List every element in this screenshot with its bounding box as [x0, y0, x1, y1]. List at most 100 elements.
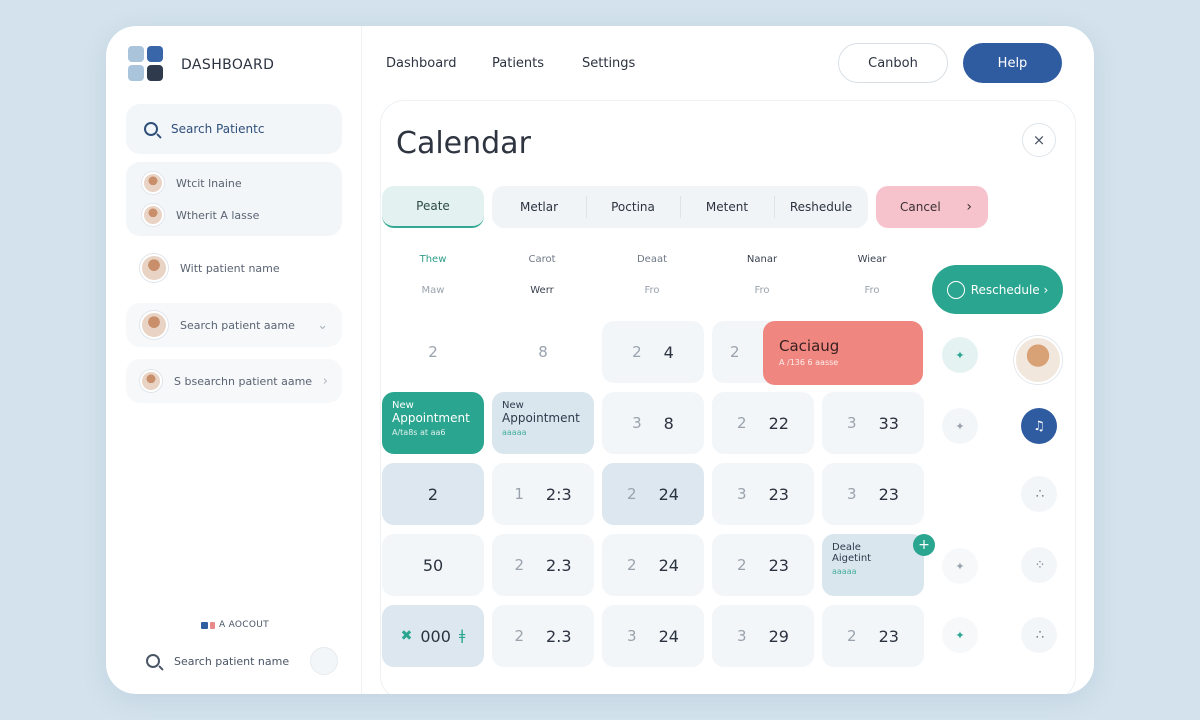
calendar-cell[interactable]: 50 [382, 534, 484, 596]
calendar-cell[interactable]: 3 33 [822, 392, 924, 454]
calendar-cell[interactable]: 3 29 [712, 605, 814, 667]
sidebar-item-label: Witt patient name [180, 261, 280, 275]
sparkle-icon[interactable]: ✦ [942, 617, 978, 653]
app-logo-icon [128, 46, 164, 82]
cell-sub: 2 [627, 556, 637, 574]
tab-metent[interactable]: Metent [680, 196, 774, 218]
cancel-tab-button[interactable]: Cancel › [876, 186, 988, 228]
sidebar-item-label: S bsearchn patient aame [174, 374, 313, 388]
column-header: Thew [419, 254, 447, 265]
cell-value: 4 [663, 342, 674, 362]
sidebar-item[interactable]: S bsearchn patient aame › [126, 359, 342, 403]
calendar-cell[interactable]: 3 23 [712, 463, 814, 525]
secondary-button[interactable]: Canboh [838, 43, 948, 83]
tab-metlar[interactable]: Metlar [519, 200, 559, 214]
sidebar-item[interactable]: Wtcit lnaine [142, 172, 242, 194]
avatar[interactable] [1014, 336, 1062, 384]
cell-value: 24 [658, 484, 679, 504]
sidebar: DASHBOARD Search Patientc Wtcit lnaine W… [106, 26, 362, 694]
appointment-line2: Appointment [392, 411, 470, 425]
appointment-sub: A/ta8s at aa6 [392, 428, 446, 437]
calendar-cell[interactable]: 2 2.3 [492, 605, 594, 667]
calendar-cell[interactable]: 2 [382, 463, 484, 525]
calendar-cell[interactable]: 1 2:3 [492, 463, 594, 525]
calendar-cell[interactable]: 3 23 [822, 463, 924, 525]
calendar-cell[interactable]: 3 8 [602, 392, 704, 454]
calendar-cell[interactable]: 8 [492, 321, 594, 383]
appointment-card[interactable]: New Appointment aaaaa [492, 392, 594, 454]
leaf-icon: ǂ [458, 628, 466, 644]
brand-title: DASHBOARD [181, 57, 275, 73]
tab-reshedule[interactable]: Reshedule [774, 196, 868, 218]
close-button[interactable]: × [1022, 123, 1056, 157]
appointment-card[interactable]: Deale Aigetint aaaaa [822, 534, 924, 596]
cell-sub: 3 [737, 485, 747, 503]
cell-sub: 3 [737, 627, 747, 645]
chevron-right-icon: ⌄ [317, 317, 328, 333]
nav-dashboard[interactable]: Dashboard [386, 56, 457, 71]
add-appointment-button[interactable]: + [913, 534, 935, 556]
tab-poctina[interactable]: Poctina [586, 196, 680, 218]
bell-icon[interactable]: ♫ [1021, 408, 1057, 444]
cell-sub: 2 [514, 627, 525, 645]
calendar-cell[interactable]: 2 23 [712, 534, 814, 596]
bottom-search[interactable]: Search patient name [136, 646, 338, 676]
calendar-cell[interactable]: 2 [382, 321, 484, 383]
column-header: Deaat [636, 254, 668, 265]
more-icon[interactable]: ∴ [1021, 617, 1057, 653]
calendar-cell[interactable]: 2 4 [602, 321, 704, 383]
cell-value: 2 [427, 484, 439, 504]
reschedule-button[interactable]: Reschedule › [932, 265, 1063, 314]
cell-value: 2.3 [546, 626, 572, 646]
calendar-cell[interactable]: 2 24 [602, 463, 704, 525]
column-subheader: Fro [864, 285, 880, 296]
cell-value: 2.3 [546, 555, 572, 575]
calendar-cell[interactable]: 3 24 [602, 605, 704, 667]
cancel-label: Cancel [900, 200, 941, 214]
calendar-cell[interactable]: 2 22 [712, 392, 814, 454]
sidebar-item[interactable]: Search patient aame ⌄ [126, 303, 342, 347]
cell-value: 23 [878, 484, 899, 504]
sidebar-item-label: Search patient aame [180, 318, 295, 332]
column-subheader: Fro [644, 285, 660, 296]
cell-value: 24 [658, 626, 679, 646]
toggle-button[interactable] [310, 647, 338, 675]
tab-peate[interactable]: Peate [382, 186, 484, 228]
calendar-cell[interactable]: 2 24 [602, 534, 704, 596]
cell-value: 23 [768, 555, 789, 575]
nav-patients[interactable]: Patients [492, 56, 545, 71]
cell-value: 8 [538, 343, 548, 361]
sidebar-item[interactable]: Witt patient name [126, 246, 342, 290]
calendar-cell[interactable]: 2 23 [822, 605, 924, 667]
cell-sub: 2 [737, 556, 747, 574]
calendar-cell[interactable]: 2 2.3 [492, 534, 594, 596]
sparkle-icon[interactable]: ✦ [942, 408, 978, 444]
sidebar-item[interactable]: Wtherit A lasse [142, 204, 259, 226]
sparkle-icon[interactable]: ✦ [942, 337, 978, 373]
nav-settings[interactable]: Settings [582, 56, 636, 71]
cell-sub: 2 [737, 414, 747, 432]
sidebar-search[interactable]: Search Patientc [126, 104, 342, 154]
appointment-title: Caciaug [779, 337, 840, 355]
page-title: Calendar [396, 126, 531, 161]
appointment-card[interactable]: Caciaug A /136 6 aasse [763, 321, 923, 385]
help-button[interactable]: Help [963, 43, 1062, 83]
more-icon[interactable]: ⁘ [1021, 547, 1057, 583]
cell-value: 29 [768, 626, 789, 646]
column-header: Wiear [857, 254, 887, 265]
clock-icon [946, 280, 965, 299]
sidebar-item-label: Wtcit lnaine [176, 176, 242, 190]
account-link[interactable]: A AOCOUT [201, 620, 269, 630]
search-icon [144, 122, 158, 136]
appointment-card[interactable]: New Appointment A/ta8s at aa6 [382, 392, 484, 454]
avatar [140, 311, 168, 339]
cell-value: 000 [420, 626, 451, 646]
close-icon: × [1032, 131, 1046, 149]
cell-value: 2 [428, 343, 438, 361]
avatar [142, 172, 164, 194]
more-icon[interactable]: ∴ [1021, 476, 1057, 512]
sparkle-icon[interactable]: ✦ [942, 548, 978, 584]
calendar-cell[interactable]: ✖ 000 ǂ [382, 605, 484, 667]
cell-value: 2 [730, 343, 740, 361]
avatar [140, 370, 162, 392]
